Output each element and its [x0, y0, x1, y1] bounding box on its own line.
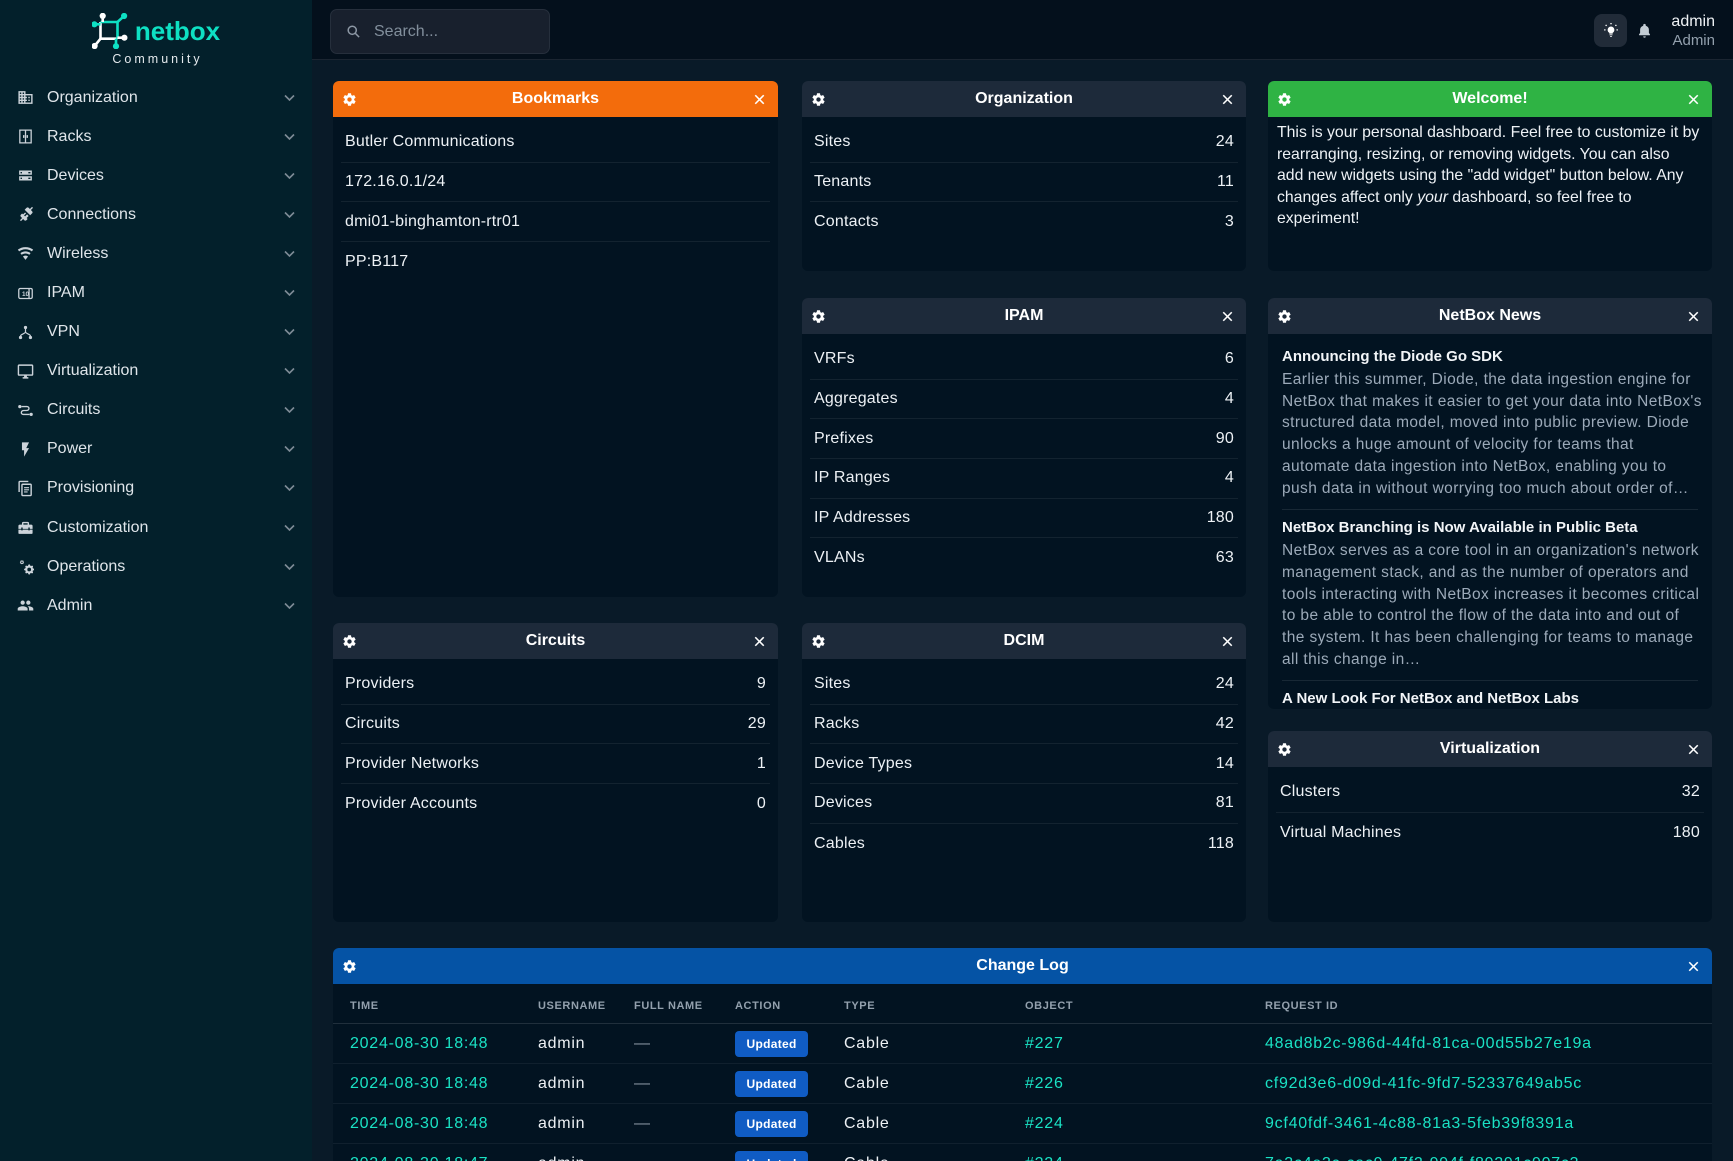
- svg-text:10: 10: [22, 290, 30, 297]
